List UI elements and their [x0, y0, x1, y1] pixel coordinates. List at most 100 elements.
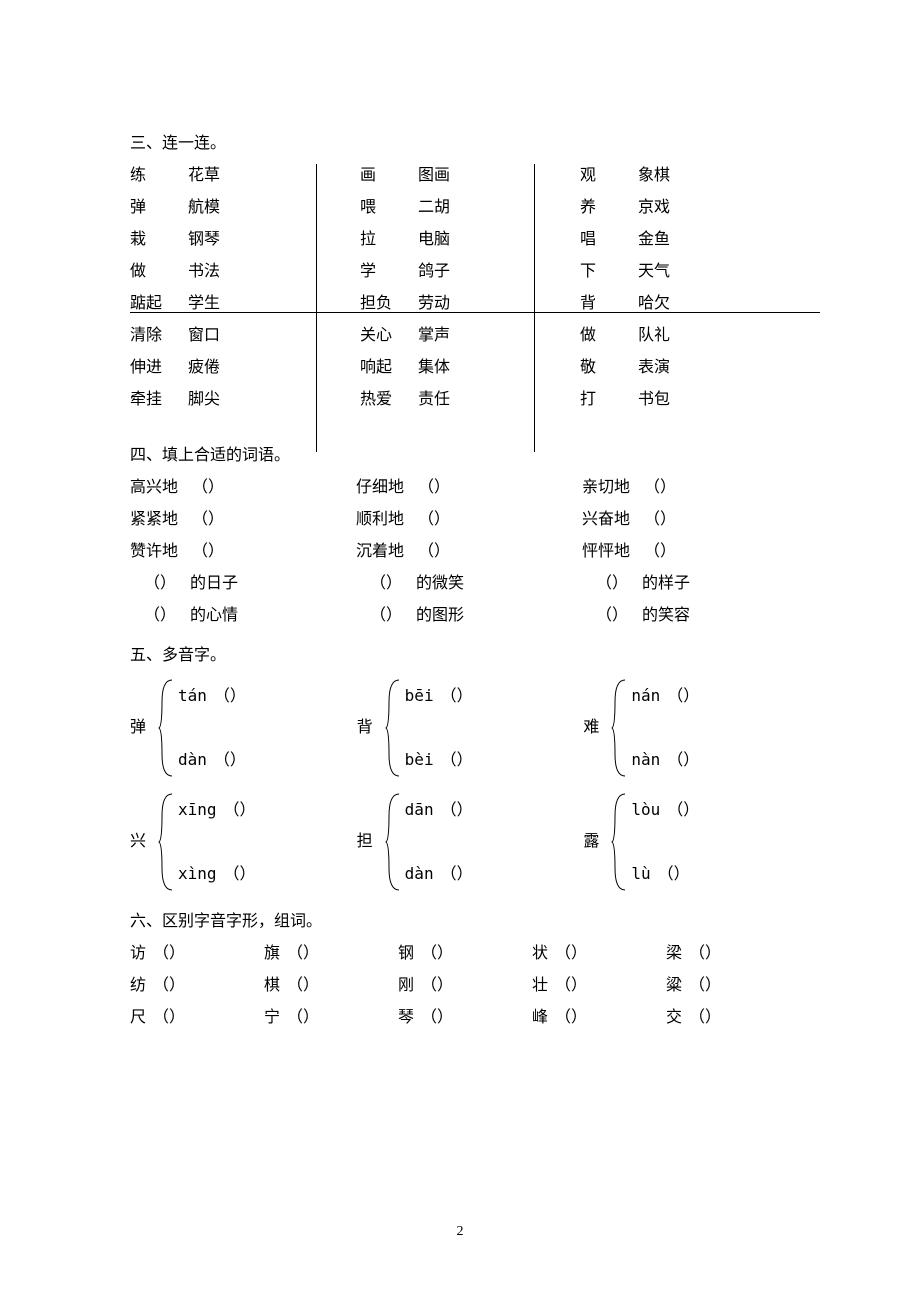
- blank: [660, 794, 706, 826]
- pinyin: xīng: [178, 800, 217, 819]
- l: 唱: [580, 224, 638, 256]
- match-block-1: 练花草 弹航模 栽钢琴 做书法 踮起学生 清除窗口 伸进疲倦 牵挂脚尖 画图画 …: [130, 160, 790, 416]
- pair: 热爱责任: [360, 384, 570, 416]
- divider: [534, 164, 535, 452]
- six-row: 尺 宁 琴 峰 交: [130, 1002, 790, 1034]
- reading: tán: [178, 680, 253, 712]
- blank: [130, 600, 190, 632]
- r: 表演: [638, 352, 670, 384]
- stem: 的样子: [642, 575, 690, 592]
- char: 尺: [130, 1009, 146, 1026]
- pair: 画图画: [360, 160, 570, 192]
- char: 交: [666, 1009, 682, 1026]
- col3: 观象棋 养京戏 唱金鱼 下天气 背哈欠 做队礼 敬表演 打书包: [570, 160, 790, 416]
- readings: lòu lù: [631, 794, 706, 890]
- section5-title: 五、多音字。: [130, 640, 790, 672]
- fill-row: 的心情 的图形 的笑容: [130, 600, 790, 632]
- pair: 背哈欠: [580, 288, 790, 320]
- l: 拉: [360, 224, 418, 256]
- char: 梁: [666, 945, 682, 962]
- l: 打: [580, 384, 638, 416]
- readings: nán nàn: [631, 680, 706, 776]
- blank: [434, 794, 480, 826]
- stem: 的心情: [190, 607, 238, 624]
- brace-icon: [158, 678, 176, 778]
- blank: [660, 744, 706, 776]
- stem: 顺利地: [356, 511, 404, 528]
- blank: [414, 938, 460, 970]
- blank: [582, 600, 642, 632]
- pinyin: bēi: [405, 686, 434, 705]
- poly-item: 露 lòu lù: [583, 792, 790, 892]
- pair: 学鸽子: [360, 256, 570, 288]
- r: 京戏: [638, 192, 670, 224]
- blank: [548, 1002, 594, 1034]
- cell: 梁: [666, 938, 790, 970]
- fill-item: 沉着地: [356, 536, 564, 568]
- poly-char: 露: [583, 826, 609, 858]
- reading: bèi: [405, 744, 480, 776]
- blank: [178, 504, 238, 536]
- poly-char: 难: [583, 712, 609, 744]
- char: 旗: [264, 945, 280, 962]
- fill-item: 赞许地: [130, 536, 338, 568]
- blank: [146, 970, 192, 1002]
- char: 钢: [398, 945, 414, 962]
- reading: dān: [405, 794, 480, 826]
- pair: 下天气: [580, 256, 790, 288]
- blank: [178, 536, 238, 568]
- divider: [316, 164, 317, 452]
- brace-icon: [385, 678, 403, 778]
- pinyin: lòu: [631, 800, 660, 819]
- stem: 仔细地: [356, 479, 404, 496]
- cell: 粱: [666, 970, 790, 1002]
- col2: 画图画 喂二胡 拉电脑 学鸽子 担负劳动 关心掌声 响起集体 热爱责任: [350, 160, 570, 416]
- pinyin: dàn: [405, 864, 434, 883]
- readings: dān dàn: [405, 794, 480, 890]
- stem: 兴奋地: [582, 511, 630, 528]
- pinyin: lù: [631, 864, 650, 883]
- r: 劳动: [418, 288, 450, 320]
- char: 状: [532, 945, 548, 962]
- r: 天气: [638, 256, 670, 288]
- cell: 纺: [130, 970, 254, 1002]
- reading: dàn: [405, 858, 480, 890]
- fill-row: 紧紧地 顺利地 兴奋地: [130, 504, 790, 536]
- stem: 高兴地: [130, 479, 178, 496]
- blank: [414, 970, 460, 1002]
- blank: [414, 1002, 460, 1034]
- pinyin: xìng: [178, 864, 217, 883]
- l: 学: [360, 256, 418, 288]
- pair: 做书法: [130, 256, 350, 288]
- section3-title: 三、连一连。: [130, 128, 790, 160]
- stem: 的图形: [416, 607, 464, 624]
- brace-icon: [611, 678, 629, 778]
- poly-item: 弹 tán dàn: [130, 678, 337, 778]
- poly-char: 担: [357, 826, 383, 858]
- pair: 唱金鱼: [580, 224, 790, 256]
- blank: [548, 970, 594, 1002]
- blank: [280, 970, 326, 1002]
- blank: [682, 970, 728, 1002]
- stem: 沉着地: [356, 543, 404, 560]
- fill-item: 兴奋地: [582, 504, 790, 536]
- poly-item: 难 nán nàn: [583, 678, 790, 778]
- blank: [651, 858, 697, 890]
- cell: 峰: [532, 1002, 656, 1034]
- cell: 状: [532, 938, 656, 970]
- fill-item: 的微笑: [356, 568, 564, 600]
- char: 琴: [398, 1009, 414, 1026]
- r: 队礼: [638, 320, 670, 352]
- fill-item: 仔细地: [356, 472, 564, 504]
- r: 书包: [638, 384, 670, 416]
- poly-row-2: 兴 xīng xìng 担 dān dàn 露 lòu lù: [130, 792, 790, 892]
- blank: [404, 536, 464, 568]
- pair: 练花草: [130, 160, 350, 192]
- l: 练: [130, 160, 188, 192]
- pinyin: nàn: [631, 750, 660, 769]
- underline: [130, 312, 820, 313]
- page-number: 2: [0, 1218, 920, 1246]
- cell: 访: [130, 938, 254, 970]
- pair: 敬表演: [580, 352, 790, 384]
- blank: [146, 938, 192, 970]
